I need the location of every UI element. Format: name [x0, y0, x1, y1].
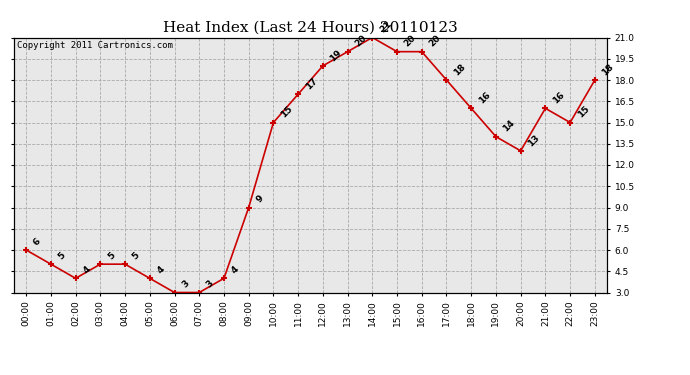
Text: 5: 5 — [130, 251, 141, 261]
Title: Heat Index (Last 24 Hours) 20110123: Heat Index (Last 24 Hours) 20110123 — [163, 21, 458, 35]
Text: 16: 16 — [477, 90, 492, 105]
Text: 16: 16 — [551, 90, 566, 105]
Text: 4: 4 — [81, 265, 92, 276]
Text: 6: 6 — [32, 237, 43, 247]
Text: 4: 4 — [155, 265, 166, 276]
Text: 15: 15 — [575, 105, 591, 120]
Text: Copyright 2011 Cartronics.com: Copyright 2011 Cartronics.com — [17, 41, 172, 50]
Text: 17: 17 — [304, 76, 319, 92]
Text: 20: 20 — [427, 34, 442, 49]
Text: 4: 4 — [230, 265, 240, 276]
Text: 9: 9 — [254, 194, 265, 205]
Text: 3: 3 — [205, 279, 215, 290]
Text: 5: 5 — [57, 251, 67, 261]
Text: 13: 13 — [526, 133, 542, 148]
Text: 20: 20 — [353, 34, 368, 49]
Text: 5: 5 — [106, 251, 117, 261]
Text: 3: 3 — [180, 279, 191, 290]
Text: 18: 18 — [452, 62, 467, 77]
Text: 18: 18 — [600, 62, 615, 77]
Text: 21: 21 — [378, 20, 393, 35]
Text: 20: 20 — [402, 34, 417, 49]
Text: 19: 19 — [328, 48, 344, 63]
Text: 14: 14 — [502, 118, 517, 134]
Text: 15: 15 — [279, 105, 294, 120]
